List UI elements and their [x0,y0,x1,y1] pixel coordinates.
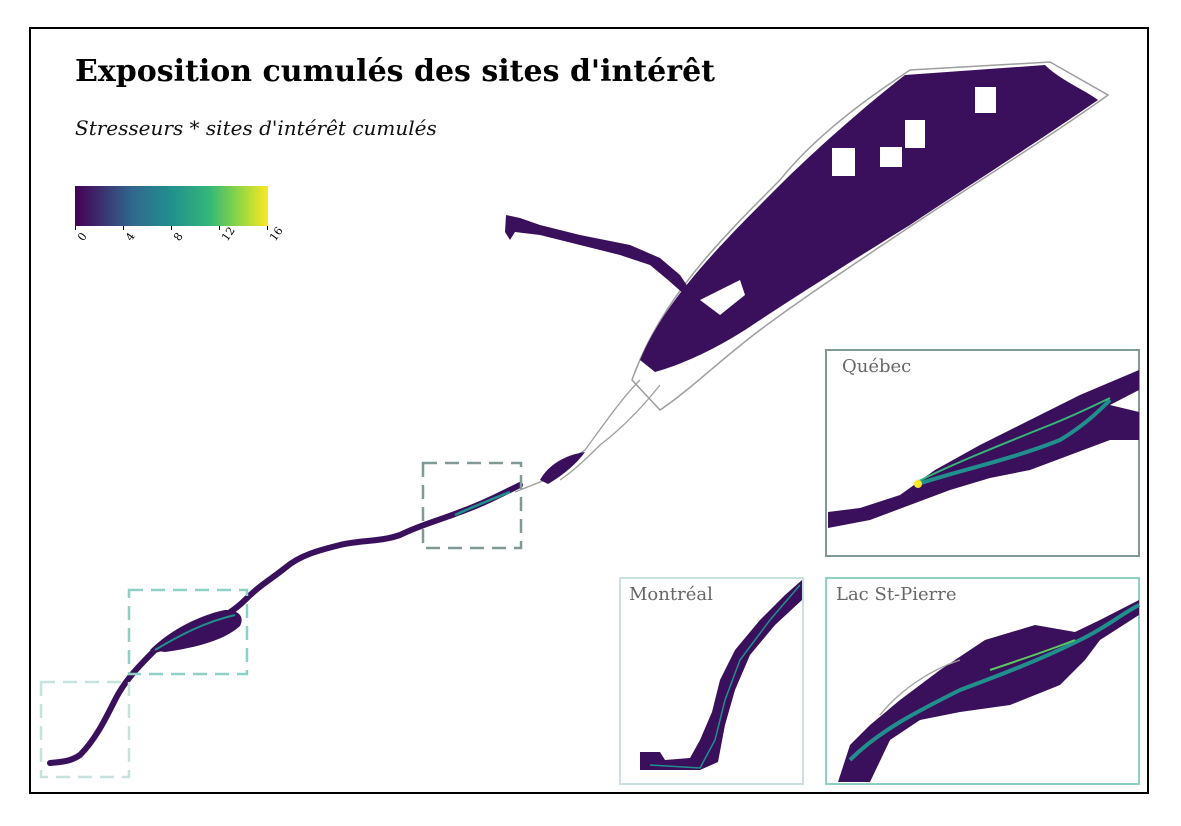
legend-tick [267,226,268,230]
data-gap [975,87,996,113]
inset-label-lac-st-pierre: Lac St-Pierre [836,584,957,605]
lac-st-pierre-highlight [154,614,236,651]
inset-montreal-river [640,580,802,770]
shoreline-south [559,384,661,481]
map-title: Exposition cumulés des sites d'intérêt [75,54,716,89]
shoreline-outline [631,61,1110,411]
inset-lsp-channel-bright [989,639,1076,671]
inset-lsp-shoreline [879,659,961,716]
data-gap [832,148,855,176]
legend-colorbar [75,186,268,226]
river-course [47,379,661,766]
quebec-highlight [454,490,511,517]
legend-tick-label: 12 [219,224,238,244]
legend-tick-label: 0 [75,230,90,244]
ile-orleans-fill [540,452,585,484]
legend-ticks: 0 4 8 12 16 [75,224,286,256]
legend-tick-label: 8 [171,230,186,244]
legend-tick [75,226,76,230]
estuary-inner-gap [700,280,745,315]
hotspot [914,480,922,488]
inset-montreal-channel [649,584,801,769]
montreal-locator-box [39,680,131,779]
inset-montreal [619,577,804,785]
inset-label-montreal: Montréal [629,584,713,605]
data-gap [880,147,902,167]
estuary-region [505,61,1110,411]
shoreline-north [514,379,641,493]
inset-lac-st-pierre [825,577,1140,785]
saguenay-fjord [505,215,690,295]
quebec-locator-box [421,461,523,550]
inset-lsp-channel [848,603,1140,762]
inset-quebec-river [828,370,1139,528]
data-gap [905,120,925,148]
inset-quebec [825,349,1140,557]
inset-quebec-channel [914,398,1112,487]
river-channel [47,482,523,766]
legend-tick [171,226,172,230]
inset-lsp-river [838,600,1139,782]
legend-tick [219,226,220,230]
inset-quebec-channel-2 [914,397,1111,484]
inset-label-quebec: Québec [842,356,912,377]
legend-tick-label: 4 [123,230,138,244]
map-subtitle: Stresseurs * sites d'intérêt cumulés [75,116,437,140]
estuary-fill [640,65,1098,372]
legend-tick [123,226,124,230]
lac-st-pierre-locator-box [127,588,249,676]
